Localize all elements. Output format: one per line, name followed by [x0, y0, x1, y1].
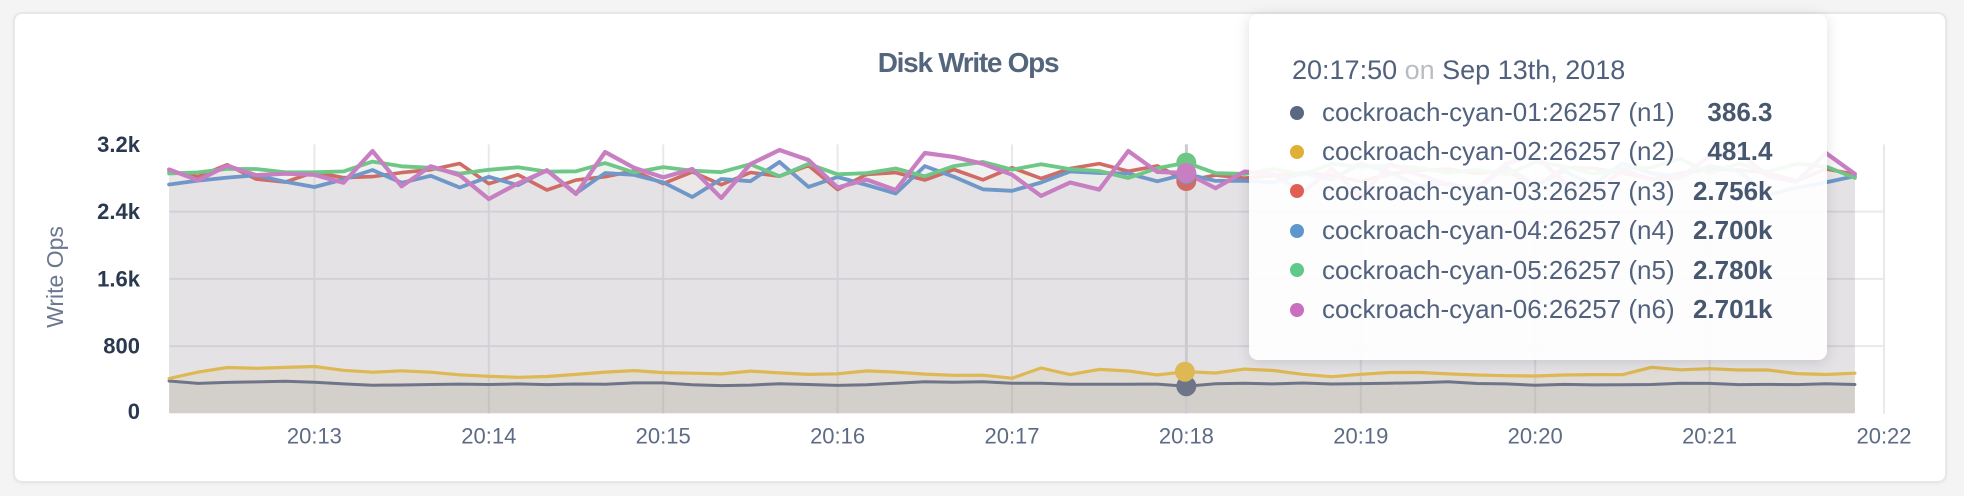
svg-text:20:14: 20:14 — [461, 424, 516, 449]
svg-text:20:17: 20:17 — [984, 424, 1039, 449]
svg-text:20:18: 20:18 — [1159, 424, 1214, 449]
svg-text:20:13: 20:13 — [287, 424, 342, 449]
svg-text:800: 800 — [103, 334, 140, 359]
svg-text:20:21: 20:21 — [1682, 424, 1737, 449]
svg-text:3.2k: 3.2k — [97, 132, 141, 157]
svg-text:20:22: 20:22 — [1856, 424, 1911, 449]
svg-text:20:15: 20:15 — [636, 424, 691, 449]
svg-text:20:19: 20:19 — [1333, 424, 1388, 449]
svg-text:2.4k: 2.4k — [97, 199, 141, 224]
svg-text:20:20: 20:20 — [1508, 424, 1563, 449]
svg-text:0: 0 — [128, 399, 140, 424]
svg-text:1.6k: 1.6k — [97, 266, 141, 291]
svg-text:20:16: 20:16 — [810, 424, 865, 449]
svg-text:Write Ops: Write Ops — [42, 226, 68, 328]
